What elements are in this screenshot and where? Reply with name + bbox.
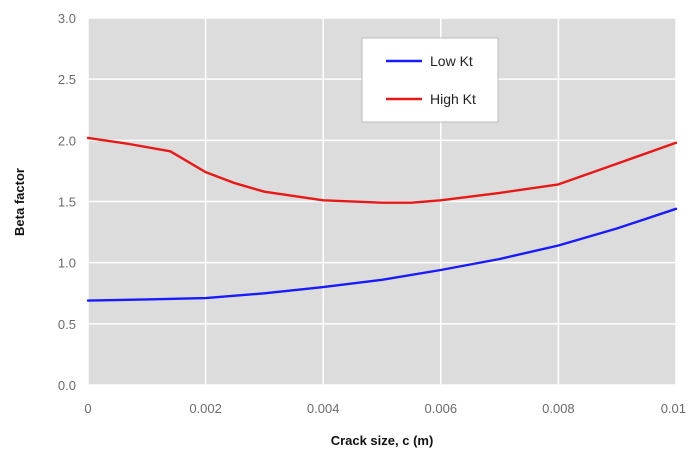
legend-label-high-kt: High Kt: [430, 91, 476, 107]
y-tick-label-4: 2.0: [58, 133, 76, 148]
y-tick-label-1: 0.5: [58, 317, 76, 332]
x-tick-label-0: 0: [84, 401, 91, 416]
y-tick-label-5: 2.5: [58, 72, 76, 87]
x-tick-label-5: 0.01: [661, 401, 686, 416]
y-tick-label-2: 1.0: [58, 256, 76, 271]
legend: Low Kt High Kt: [361, 37, 499, 123]
series-line-high-kt: [86, 136, 678, 204]
y-tick-label-0: 0.0: [58, 378, 76, 393]
y-tick-label-6: 3.0: [58, 11, 76, 26]
x-tick-label-3: 0.006: [425, 401, 458, 416]
y-axis-title: Beta factor: [12, 168, 27, 236]
x-tick-label-4: 0.008: [542, 401, 575, 416]
legend-box: [361, 37, 499, 123]
series-lines: [86, 136, 678, 302]
y-tick-labels: 0.0 0.5 1.0 1.5 2.0 2.5 3.0: [58, 11, 76, 393]
y-tick-label-3: 1.5: [58, 195, 76, 210]
x-tick-label-1: 0.002: [189, 401, 222, 416]
x-axis-title: Crack size, c (m): [331, 433, 434, 448]
series-line-low-kt: [86, 207, 678, 302]
x-tick-label-2: 0.004: [307, 401, 340, 416]
legend-label-low-kt: Low Kt: [430, 53, 473, 69]
x-tick-labels: 0 0.002 0.004 0.006 0.008 0.01: [84, 401, 686, 416]
